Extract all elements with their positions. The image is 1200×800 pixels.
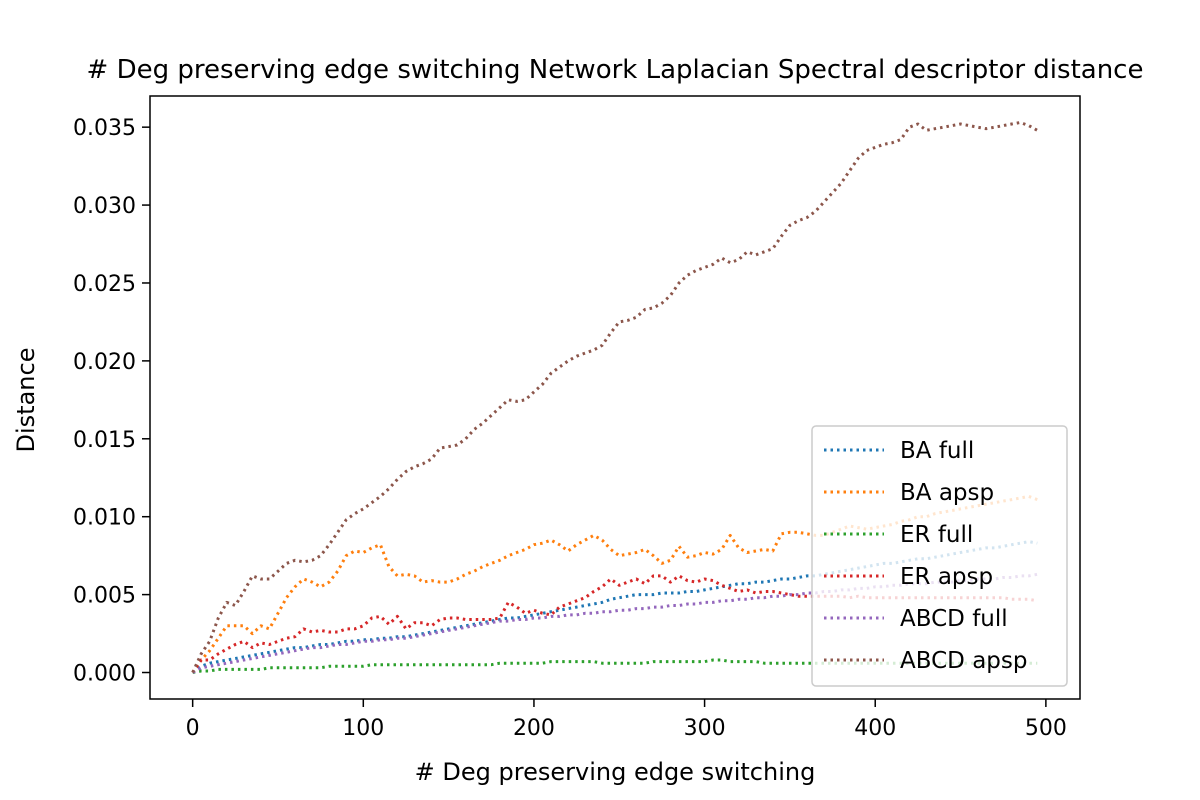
series-line-3 — [192, 658, 1038, 674]
legend-label: ABCD apsp — [900, 648, 1027, 674]
y-axis-label: Distance — [12, 348, 40, 453]
legend-label: ER apsp — [900, 564, 993, 590]
y-tick-label: 0.025 — [73, 272, 136, 297]
plot-area-frame — [149, 95, 1081, 700]
y-tick-label: 0.030 — [73, 194, 136, 219]
chart-title: # Deg preserving edge switching Network … — [87, 55, 1144, 85]
legend-label: BA full — [900, 438, 974, 464]
y-tick-label: 0.010 — [73, 506, 136, 531]
legend-label: ABCD full — [900, 606, 1008, 632]
legend-label: ER full — [900, 522, 973, 548]
y-axis-ticks: 0.000 0.005 0.010 0.015 0.020 0.025 0.030 0.035 — [73, 116, 150, 687]
legend-frame — [811, 425, 1068, 687]
x-tick-label: 300 — [684, 716, 726, 741]
x-tick-label: 200 — [513, 716, 555, 741]
legend: BA full BA apsp ER full ER apsp ABCD full ABC… — [811, 425, 1068, 687]
series-line-5 — [191, 572, 1038, 674]
x-axis-label: # Deg preserving edge switching — [415, 758, 816, 786]
x-axis-ticks: 0 100 200 300 400 500 — [186, 699, 1067, 741]
y-tick-label: 0.000 — [73, 662, 136, 687]
legend-label: BA apsp — [900, 480, 994, 506]
x-tick-label: 500 — [1025, 716, 1067, 741]
x-tick-label: 0 — [186, 716, 200, 741]
y-tick-label: 0.020 — [73, 350, 136, 375]
x-tick-label: 100 — [342, 716, 384, 741]
y-tick-label: 0.005 — [73, 584, 136, 609]
y-tick-label: 0.035 — [73, 116, 136, 141]
y-tick-label: 0.015 — [73, 428, 136, 453]
x-tick-label: 400 — [854, 716, 896, 741]
